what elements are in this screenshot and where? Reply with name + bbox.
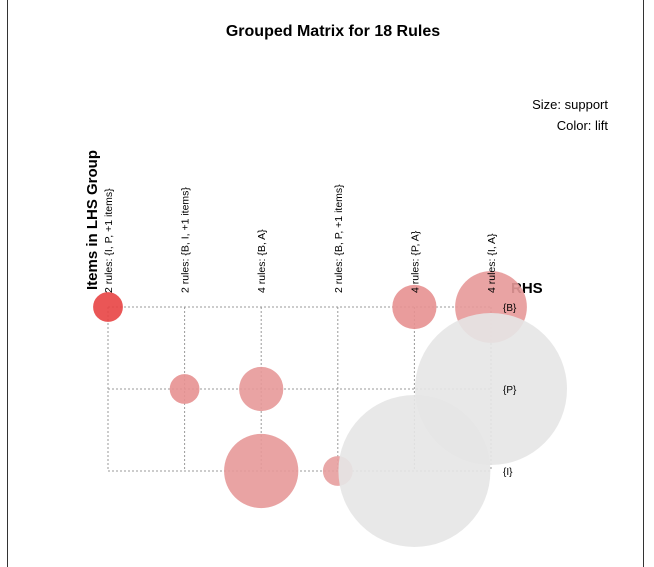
bubble xyxy=(392,284,437,330)
chart-title: Grouped Matrix for 18 Rules xyxy=(226,23,440,40)
column-label: 4 rules: {I, A} xyxy=(486,233,498,293)
column-label: 4 rules: {P, A} xyxy=(409,230,421,293)
color-legend: Color: lift xyxy=(557,118,609,133)
bubble xyxy=(169,374,200,404)
column-label: 2 rules: {B, I, +1 items} xyxy=(180,187,192,293)
size-legend: Size: support xyxy=(532,97,608,112)
row-label: {P} xyxy=(503,385,517,396)
bubble xyxy=(93,292,123,322)
column-label: 2 rules: {B, P, +1 items} xyxy=(333,184,345,293)
bubbles xyxy=(93,271,567,547)
column-label: 4 rules: {B, A} xyxy=(256,229,268,293)
row-label: {I} xyxy=(503,467,513,478)
labels: {B} {P} {I} 2 rules: {I, P, +1 items} 2 rule… xyxy=(103,184,517,478)
bubble xyxy=(338,395,491,547)
x-axis-label: Items in LHS Group xyxy=(84,150,101,290)
bubble xyxy=(239,366,284,412)
row-label: {B} xyxy=(503,303,517,314)
column-label: 2 rules: {I, P, +1 items} xyxy=(103,188,115,293)
bubble xyxy=(224,433,299,509)
